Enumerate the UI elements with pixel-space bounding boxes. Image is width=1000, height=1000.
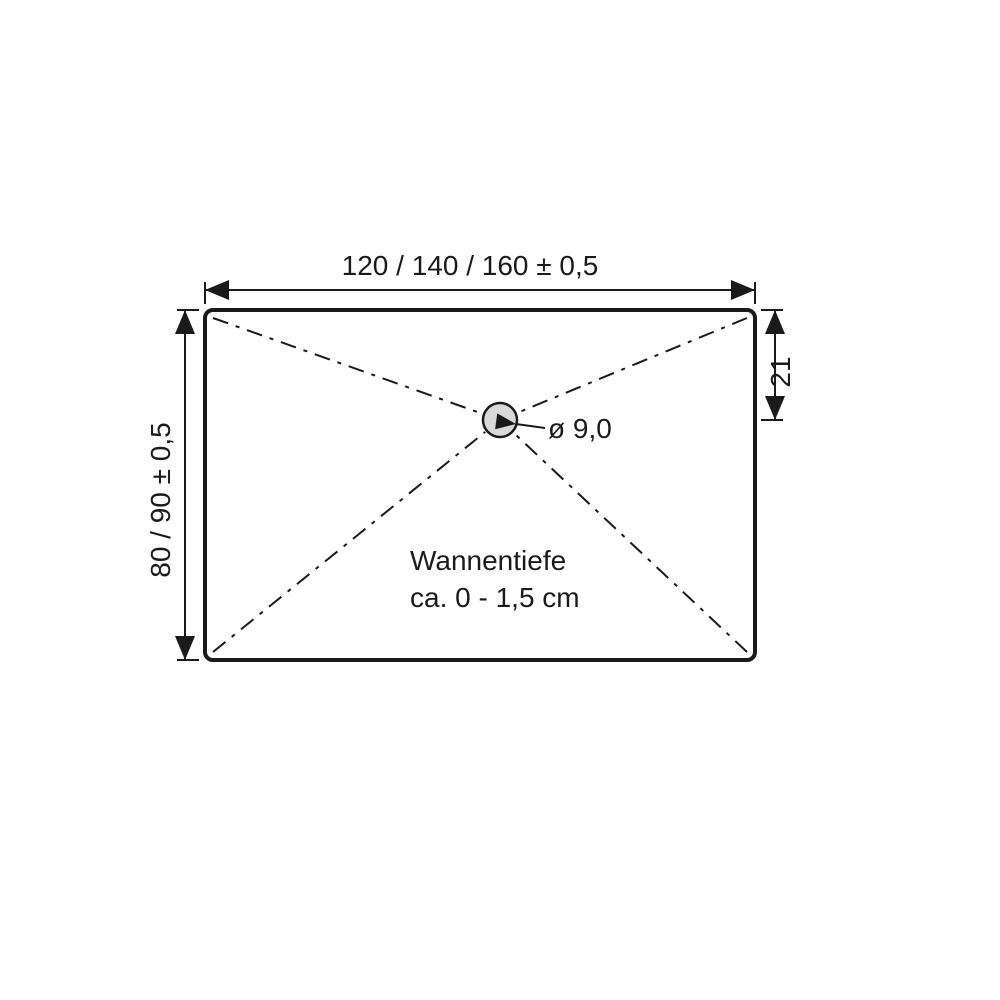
fold-line [518,318,747,413]
dim-height-label: 80 / 90 ± 0,5 [145,422,176,577]
fold-line [213,318,482,414]
depth-label-line2: ca. 0 - 1,5 cm [410,582,580,613]
fold-line [213,432,485,652]
dim-width-label: 120 / 140 / 160 ± 0,5 [342,250,599,281]
dim-offset-label: 21 [765,356,796,387]
fold-line [514,433,747,652]
depth-label-line1: Wannentiefe [410,545,566,576]
drain-circle [483,403,517,437]
diameter-label: ø 9,0 [548,413,612,444]
diameter-leader [516,424,545,428]
